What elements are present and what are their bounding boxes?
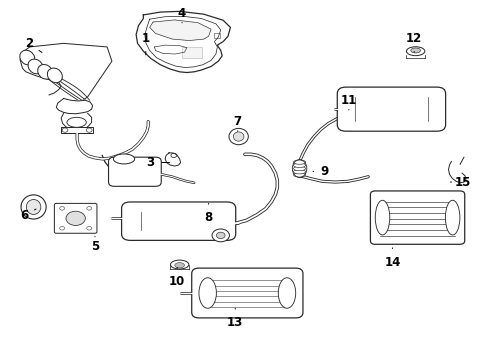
Ellipse shape — [375, 200, 389, 235]
Ellipse shape — [170, 260, 188, 269]
Polygon shape — [61, 114, 91, 131]
Text: 13: 13 — [227, 308, 243, 329]
Ellipse shape — [26, 200, 41, 215]
Text: 2: 2 — [25, 37, 42, 52]
Bar — [214, 34, 220, 38]
Bar — [182, 47, 202, 57]
Text: 5: 5 — [91, 236, 99, 252]
Circle shape — [86, 128, 92, 132]
Text: 10: 10 — [169, 267, 185, 288]
Ellipse shape — [293, 170, 305, 174]
Text: 3: 3 — [146, 156, 169, 169]
FancyBboxPatch shape — [108, 157, 161, 186]
Ellipse shape — [444, 200, 459, 235]
Ellipse shape — [293, 160, 305, 164]
Ellipse shape — [198, 278, 216, 308]
Ellipse shape — [20, 50, 35, 65]
Ellipse shape — [38, 65, 53, 79]
Ellipse shape — [66, 211, 85, 225]
Ellipse shape — [406, 47, 424, 56]
Ellipse shape — [212, 229, 229, 242]
Ellipse shape — [47, 68, 62, 83]
FancyBboxPatch shape — [191, 268, 302, 318]
Text: 7: 7 — [233, 115, 241, 131]
Ellipse shape — [410, 48, 420, 53]
Polygon shape — [165, 153, 180, 166]
FancyBboxPatch shape — [370, 191, 464, 244]
Ellipse shape — [293, 173, 305, 177]
Text: 9: 9 — [312, 165, 328, 178]
Ellipse shape — [293, 163, 305, 167]
FancyBboxPatch shape — [121, 202, 235, 240]
Circle shape — [62, 128, 68, 132]
Ellipse shape — [278, 278, 295, 308]
Text: 8: 8 — [204, 203, 212, 224]
Ellipse shape — [216, 232, 225, 238]
FancyBboxPatch shape — [336, 87, 445, 131]
Text: 15: 15 — [450, 176, 470, 188]
Ellipse shape — [28, 59, 43, 74]
Ellipse shape — [228, 129, 248, 145]
Polygon shape — [150, 20, 211, 41]
Ellipse shape — [67, 117, 86, 127]
Ellipse shape — [21, 195, 46, 219]
Ellipse shape — [293, 166, 305, 171]
FancyBboxPatch shape — [54, 203, 97, 233]
Ellipse shape — [174, 263, 184, 268]
Text: 1: 1 — [141, 31, 150, 55]
Ellipse shape — [113, 154, 135, 164]
Polygon shape — [56, 99, 92, 114]
Text: 11: 11 — [340, 94, 356, 110]
Polygon shape — [136, 11, 230, 72]
Text: 4: 4 — [178, 7, 186, 23]
Ellipse shape — [233, 132, 243, 141]
Bar — [61, 127, 93, 133]
Text: 12: 12 — [405, 31, 422, 52]
Text: 14: 14 — [383, 248, 400, 268]
Text: 6: 6 — [20, 209, 36, 222]
